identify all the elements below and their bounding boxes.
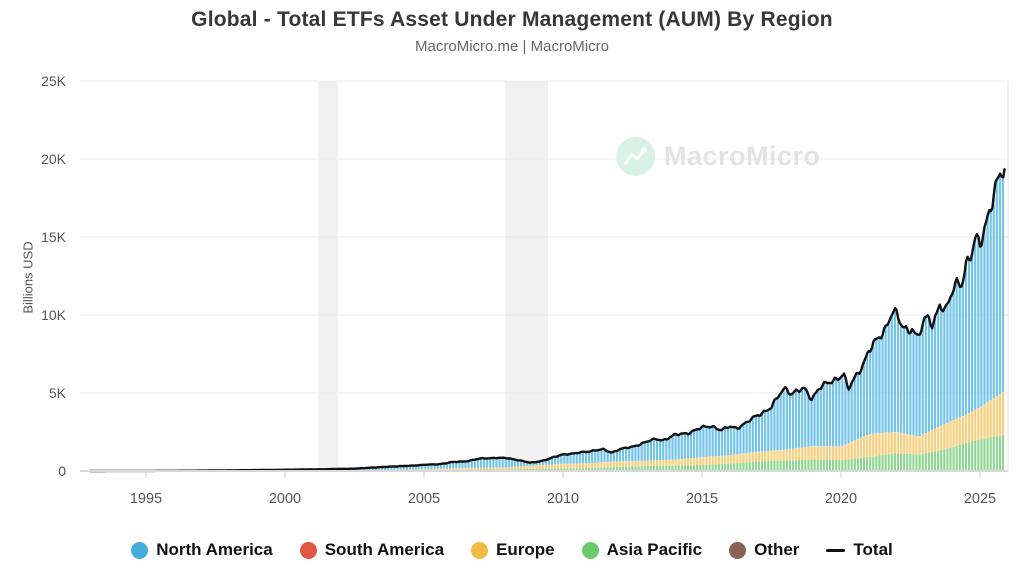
legend-item-other[interactable]: Other: [729, 540, 799, 560]
y-tick-label: 5K: [49, 385, 67, 401]
legend-label: South America: [324, 540, 445, 559]
chart-subtitle: MacroMicro.me | MacroMicro: [415, 38, 609, 55]
legend-label: Total: [853, 540, 893, 559]
legend-item-total[interactable]: Total: [826, 540, 893, 560]
legend-item-north-america[interactable]: North America: [131, 540, 273, 560]
legend-item-south-america[interactable]: South America: [299, 540, 445, 560]
x-tick-label: 1995: [130, 491, 162, 507]
north-america-swatch-icon: [131, 541, 149, 559]
legend-label: Other: [754, 540, 800, 559]
x-tick-label: 2005: [408, 491, 440, 507]
europe-swatch-icon: [471, 541, 489, 559]
legend-label: Asia Pacific: [606, 540, 703, 559]
x-tick-label: 2020: [825, 491, 857, 507]
asia-pacific-swatch-icon: [581, 541, 599, 559]
chart-title: Global - Total ETFs Asset Under Manageme…: [191, 8, 833, 31]
y-tick-label: 10K: [41, 307, 67, 323]
legend-item-asia-pacific[interactable]: Asia Pacific: [581, 540, 703, 560]
recession-bands: [318, 81, 548, 471]
x-tick-label: 2025: [964, 491, 996, 507]
macromicro-watermark: MacroMicro: [616, 137, 821, 176]
y-axis-tick-labels: 25K 20K 15K 10K 5K 0: [41, 73, 67, 479]
watermark-brand-text: MacroMicro: [664, 141, 821, 171]
legend-label: Europe: [496, 540, 555, 559]
legend-item-europe[interactable]: Europe: [471, 540, 555, 560]
y-tick-label: 0: [58, 463, 66, 479]
south-america-swatch-icon: [299, 541, 317, 559]
gridlines: [80, 80, 1008, 394]
axis-decorations: [80, 81, 1009, 478]
aum-stacked-bars: [189, 173, 1005, 471]
y-tick-label: 15K: [41, 229, 67, 245]
chart-header: Global - Total ETFs Asset Under Manageme…: [0, 8, 1024, 55]
x-tick-label: 2010: [547, 491, 579, 507]
macromicro-logo-icon: [616, 137, 655, 176]
other-swatch-icon: [729, 541, 747, 559]
legend-label: North America: [156, 540, 273, 559]
y-tick-label: 20K: [41, 151, 67, 167]
total-line-swatch-icon: [826, 548, 846, 552]
x-tick-label: 2015: [686, 491, 718, 507]
x-tick-label: 2000: [269, 491, 301, 507]
x-axis-tick-labels: 1995 2000 2005 2010 2015 2020 2025: [130, 491, 996, 507]
y-tick-label: 25K: [41, 73, 67, 89]
chart-legend: North America South America Europe Asia …: [0, 540, 1024, 560]
